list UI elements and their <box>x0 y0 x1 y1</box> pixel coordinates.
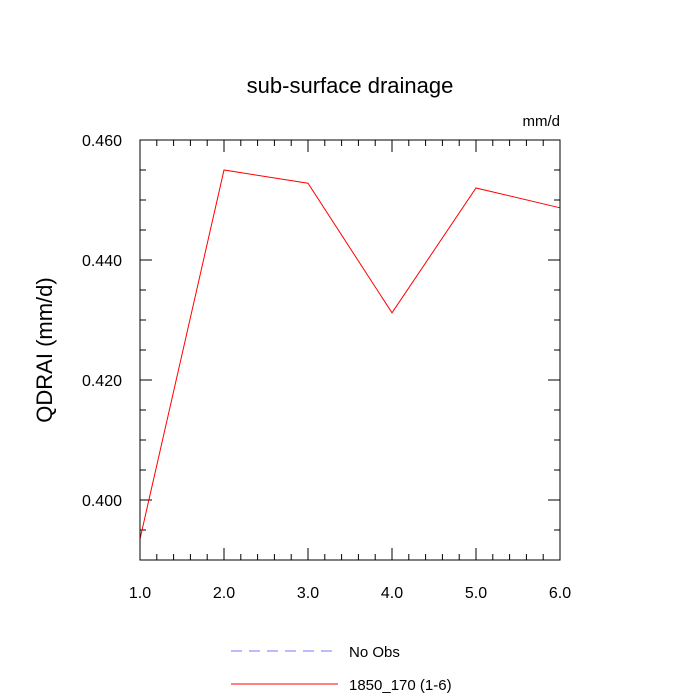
y-axis-label: QDRAI (mm/d) <box>32 277 57 422</box>
x-tick-label: 1.0 <box>129 585 151 602</box>
legend-label: 1850_170 (1-6) <box>349 677 452 694</box>
y-tick-label: 0.440 <box>82 253 122 270</box>
units-label: mm/d <box>523 113 561 130</box>
y-tick-label: 0.400 <box>82 493 122 510</box>
legend-item: No Obs <box>231 644 400 661</box>
legend: No Obs 1850_170 (1-6) <box>231 644 452 694</box>
x-tick-label: 6.0 <box>549 585 571 602</box>
x-tick-label: 2.0 <box>213 585 235 602</box>
x-tick-label: 5.0 <box>465 585 487 602</box>
chart-title: sub-surface drainage <box>247 73 454 98</box>
x-tick-label: 3.0 <box>297 585 319 602</box>
y-tick-label: 0.460 <box>82 133 122 150</box>
y-tick-label: 0.420 <box>82 373 122 390</box>
legend-label: No Obs <box>349 644 400 661</box>
x-tick-label: 4.0 <box>381 585 403 602</box>
axis-ticks <box>139 139 561 561</box>
series-layer <box>139 169 561 540</box>
series-line <box>139 169 561 540</box>
tick-labels: 1.0 2.0 3.0 4.0 5.0 6.0 0.400 0.420 0.440 0.460 <box>82 133 571 602</box>
legend-item: 1850_170 (1-6) <box>231 677 452 694</box>
plot-frame <box>139 139 561 561</box>
